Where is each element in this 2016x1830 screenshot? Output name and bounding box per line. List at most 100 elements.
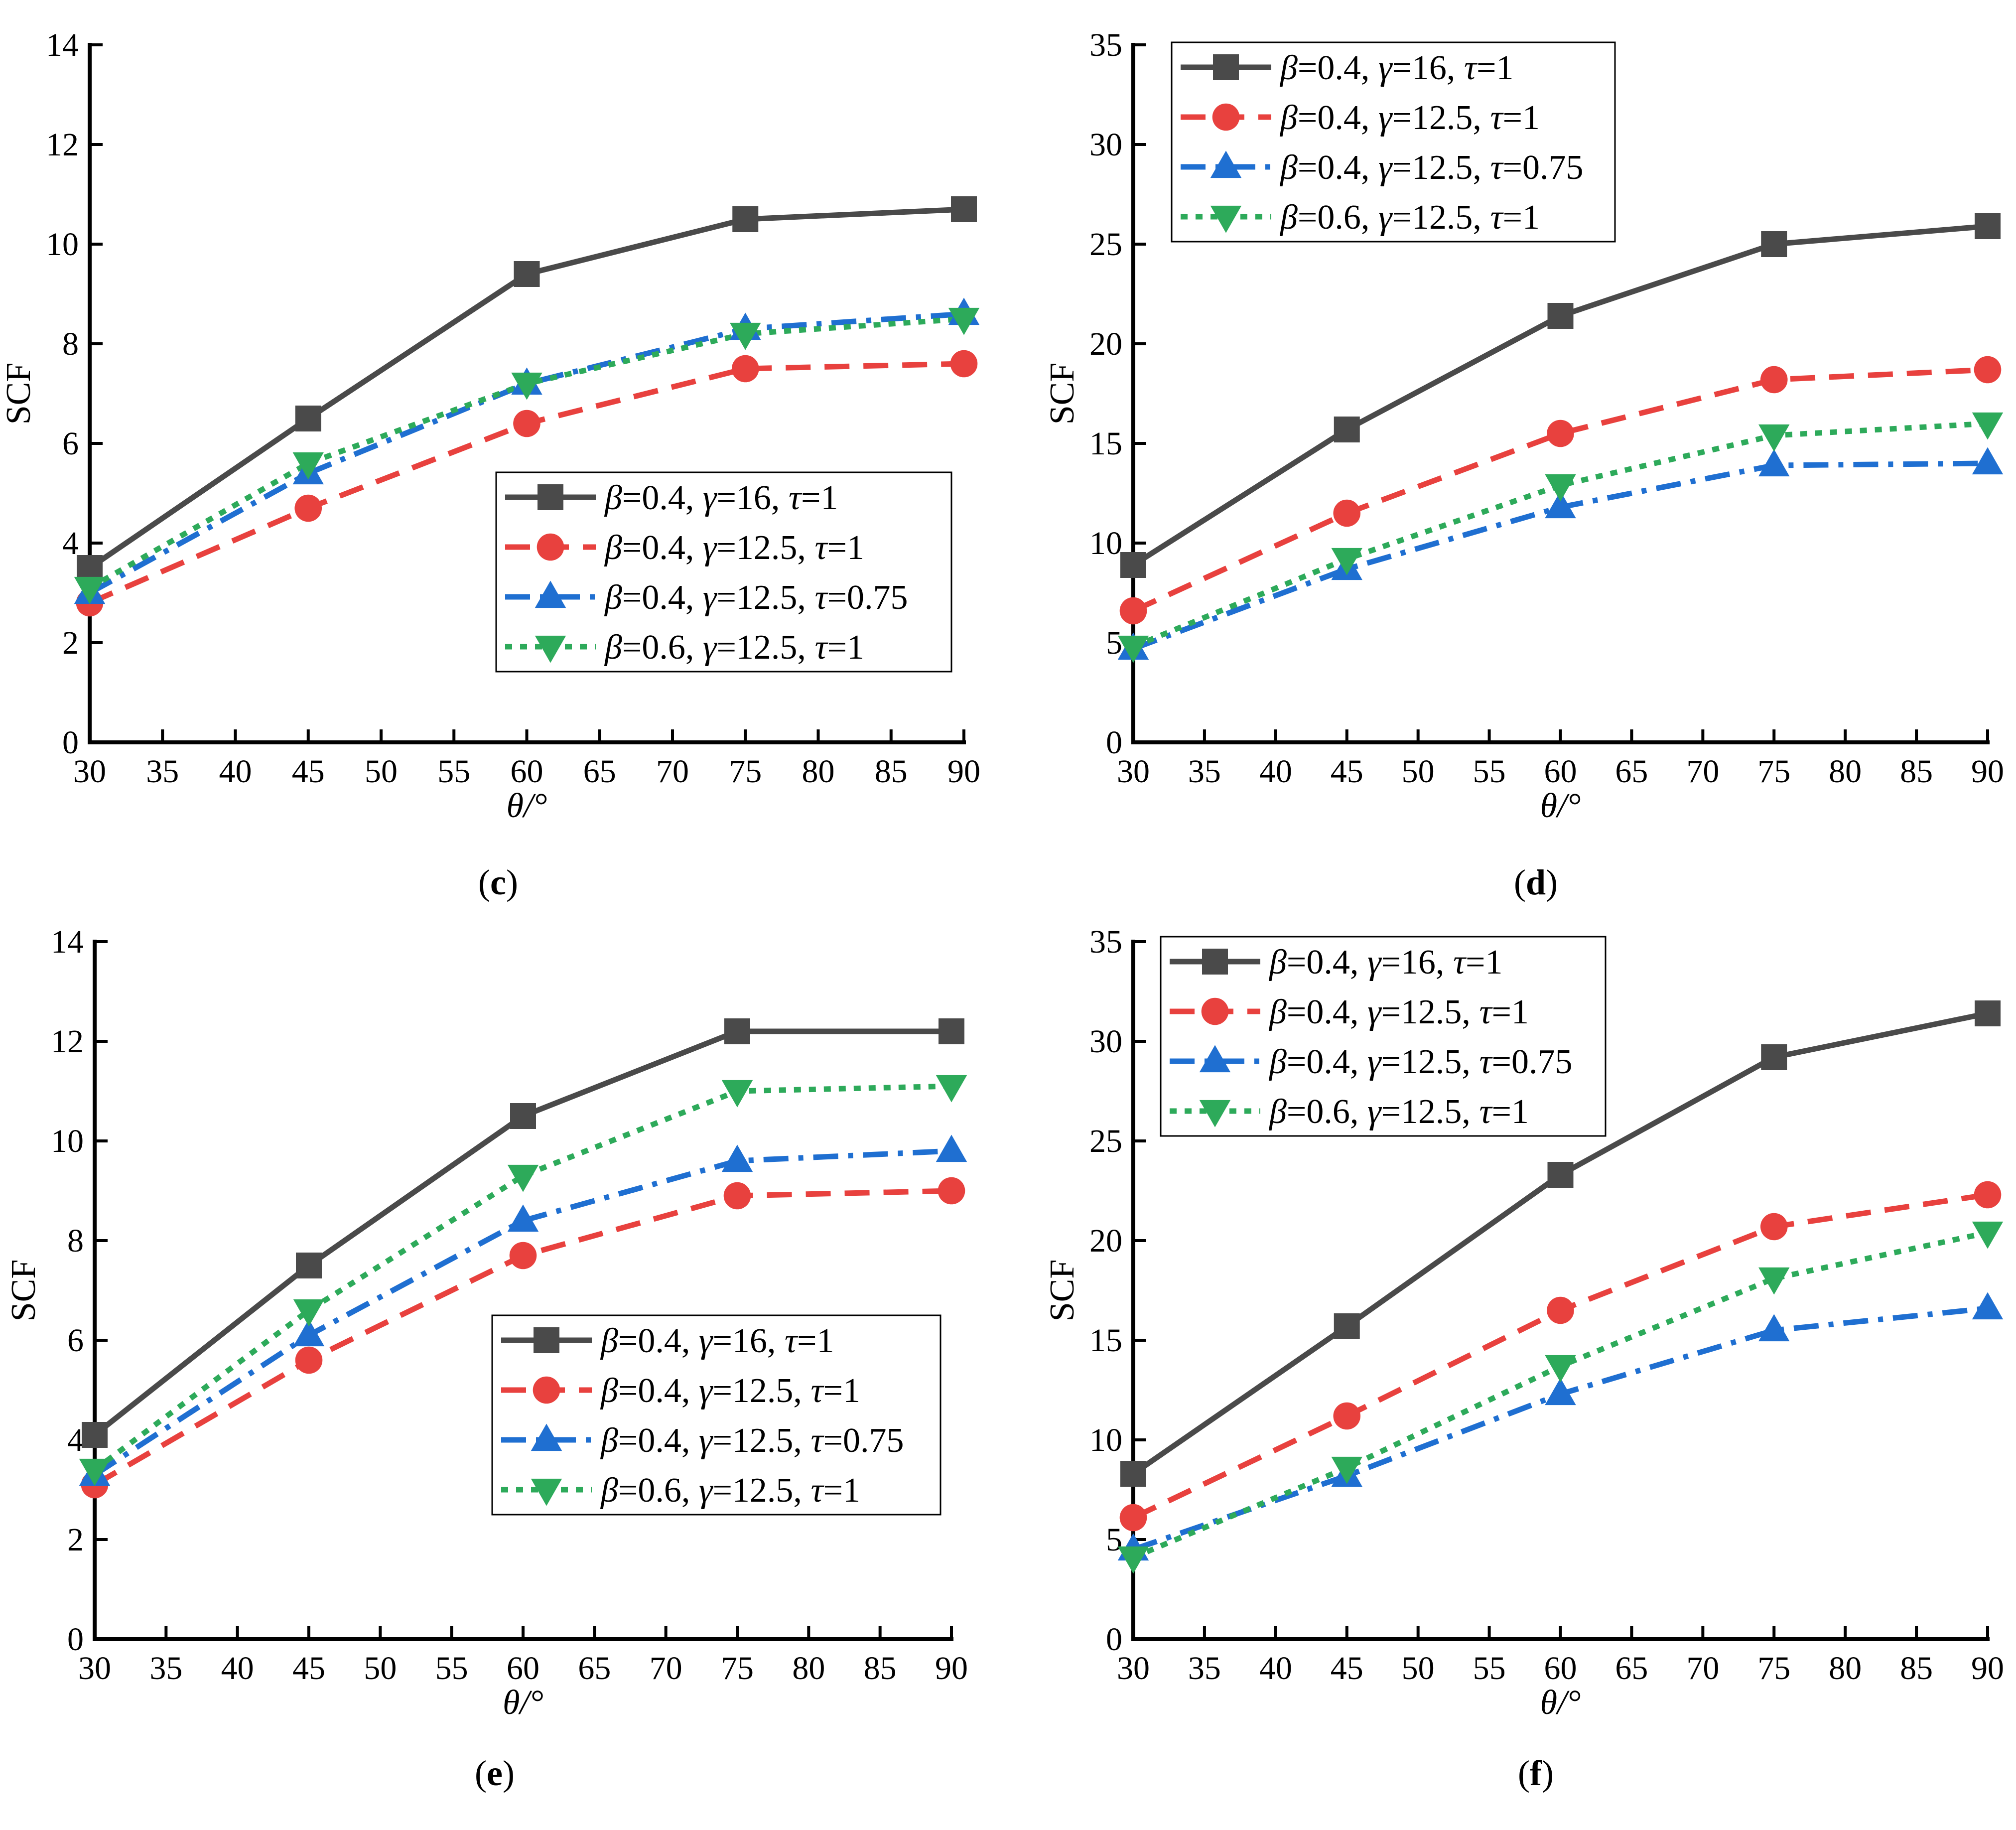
legend-label: β=0.4, γ=12.5, τ=1 (1268, 993, 1529, 1031)
x-tick-label: 80 (792, 1650, 825, 1687)
x-tick-label: 50 (1402, 1650, 1435, 1687)
legend-swatch-marker (531, 1478, 562, 1506)
data-point (1119, 1504, 1147, 1532)
y-tick-label: 6 (62, 425, 79, 462)
x-tick-label: 60 (1544, 1650, 1577, 1687)
x-tick-label: 55 (435, 1650, 468, 1687)
legend-swatch-marker (534, 1327, 559, 1353)
data-point (1972, 1292, 2004, 1320)
data-point (295, 1346, 323, 1374)
y-tick-label: 35 (1089, 924, 1122, 960)
legend-label: β=0.4, γ=16, τ=1 (1268, 943, 1502, 982)
data-point (511, 372, 542, 400)
x-tick-label: 45 (292, 1650, 325, 1687)
legend-swatch-marker (1212, 103, 1240, 131)
data-point (724, 1018, 750, 1044)
legend: β=0.4, γ=16, τ=1 β=0.4, γ=12.5, τ=1 β=0.4,… (1160, 936, 1607, 1137)
y-tick-label: 10 (1089, 1422, 1122, 1458)
data-point (951, 196, 977, 222)
series-line-2 (1132, 367, 1988, 614)
data-point (1117, 1546, 1149, 1574)
y-tick-label: 0 (67, 1621, 84, 1658)
y-tick-label: 20 (1089, 326, 1122, 362)
legend-label: β=0.4, γ=12.5, τ=1 (1279, 99, 1540, 137)
data-point (1758, 1267, 1790, 1295)
data-point (1972, 447, 2004, 475)
data-point (509, 1242, 537, 1269)
y-tick-label: 25 (1089, 226, 1122, 263)
x-tick-label: 60 (511, 753, 543, 790)
legend-label: β=0.4, γ=16, τ=1 (604, 479, 838, 517)
y-axis-title: SCF (4, 1260, 43, 1322)
panel-label: (c) (478, 862, 518, 902)
data-point (1758, 449, 1790, 477)
y-tick-label: 12 (51, 1023, 84, 1060)
x-tick-label: 40 (1259, 1650, 1292, 1687)
y-tick-label: 0 (1106, 1621, 1122, 1658)
legend-label: β=0.6, γ=12.5, τ=1 (604, 628, 864, 667)
x-tick-label: 45 (292, 753, 325, 790)
data-point (510, 1103, 536, 1129)
y-tick-label: 15 (1089, 425, 1122, 462)
legend-swatch-marker (535, 635, 566, 663)
data-point (723, 1182, 751, 1210)
data-point (1547, 420, 1574, 447)
y-tick-label: 8 (67, 1223, 84, 1259)
x-tick-label: 55 (1473, 753, 1506, 790)
legend-swatch-marker (1201, 997, 1229, 1025)
data-point (507, 1164, 539, 1192)
legend: β=0.4, γ=16, τ=1 β=0.4, γ=12.5, τ=1 β=0.4,… (495, 471, 952, 673)
y-tick-label: 4 (62, 525, 79, 562)
data-point (74, 576, 106, 604)
x-tick-label: 65 (578, 1650, 611, 1687)
data-point (1545, 1355, 1576, 1383)
x-tick-label: 65 (583, 753, 616, 790)
x-tick-label: 70 (1686, 1650, 1719, 1687)
x-tick-label: 75 (721, 1650, 754, 1687)
data-point (293, 1299, 325, 1327)
data-point (732, 206, 759, 232)
y-tick-label: 10 (1089, 525, 1122, 562)
data-point (1545, 1378, 1576, 1406)
y-tick-label: 8 (62, 326, 79, 362)
legend-box (1171, 41, 1616, 243)
x-axis-title: θ/° (507, 787, 547, 825)
data-point (950, 350, 978, 378)
y-tick-label: 2 (62, 625, 79, 661)
legend-swatch-marker (1210, 205, 1242, 233)
y-tick-label: 15 (1089, 1322, 1122, 1359)
x-tick-label: 35 (149, 1650, 182, 1687)
data-point (1760, 366, 1788, 394)
x-tick-label: 85 (1900, 1650, 1933, 1687)
panel-label: (e) (475, 1753, 515, 1793)
legend-swatch-marker (1199, 1100, 1231, 1127)
x-axis-title: θ/° (503, 1684, 543, 1722)
panel-label: (f) (1518, 1753, 1554, 1793)
chart-panel-f: 0 5 10 15 20 25 30 35 30 35 40 45 50 55 60 65 70 75 80 85 90… (1043, 924, 2004, 1793)
data-point (936, 1075, 967, 1103)
y-axis-title: SCF (1043, 363, 1081, 425)
y-tick-label: 25 (1089, 1123, 1122, 1159)
data-point (1758, 1314, 1790, 1342)
legend-label: β=0.4, γ=12.5, τ=1 (600, 1372, 860, 1410)
x-tick-label: 85 (1900, 753, 1933, 790)
x-tick-label: 70 (656, 753, 689, 790)
legend-label: β=0.6, γ=12.5, τ=1 (1279, 198, 1540, 237)
x-tick-label: 65 (1615, 753, 1648, 790)
y-tick-label: 2 (67, 1522, 84, 1558)
y-tick-label: 10 (46, 226, 79, 263)
data-point (731, 355, 759, 383)
x-tick-label: 35 (1188, 1650, 1221, 1687)
x-tick-label: 45 (1331, 1650, 1363, 1687)
legend-swatch-marker (538, 484, 563, 510)
x-axis-title: θ/° (1540, 787, 1581, 825)
x-tick-label: 30 (73, 753, 106, 790)
legend-label: β=0.6, γ=12.5, τ=1 (1268, 1093, 1529, 1131)
chart-panel-c: 0 2 4 6 8 10 12 14 30 35 40 45 50 55 60 65 70 75 80 85 90 θ/°… (0, 27, 980, 902)
y-tick-label: 5 (1106, 1522, 1122, 1558)
x-tick-label: 35 (1188, 753, 1221, 790)
data-point (1120, 1461, 1146, 1487)
data-point (938, 1177, 965, 1205)
legend-swatch-marker (1202, 949, 1228, 975)
data-point (292, 452, 324, 480)
